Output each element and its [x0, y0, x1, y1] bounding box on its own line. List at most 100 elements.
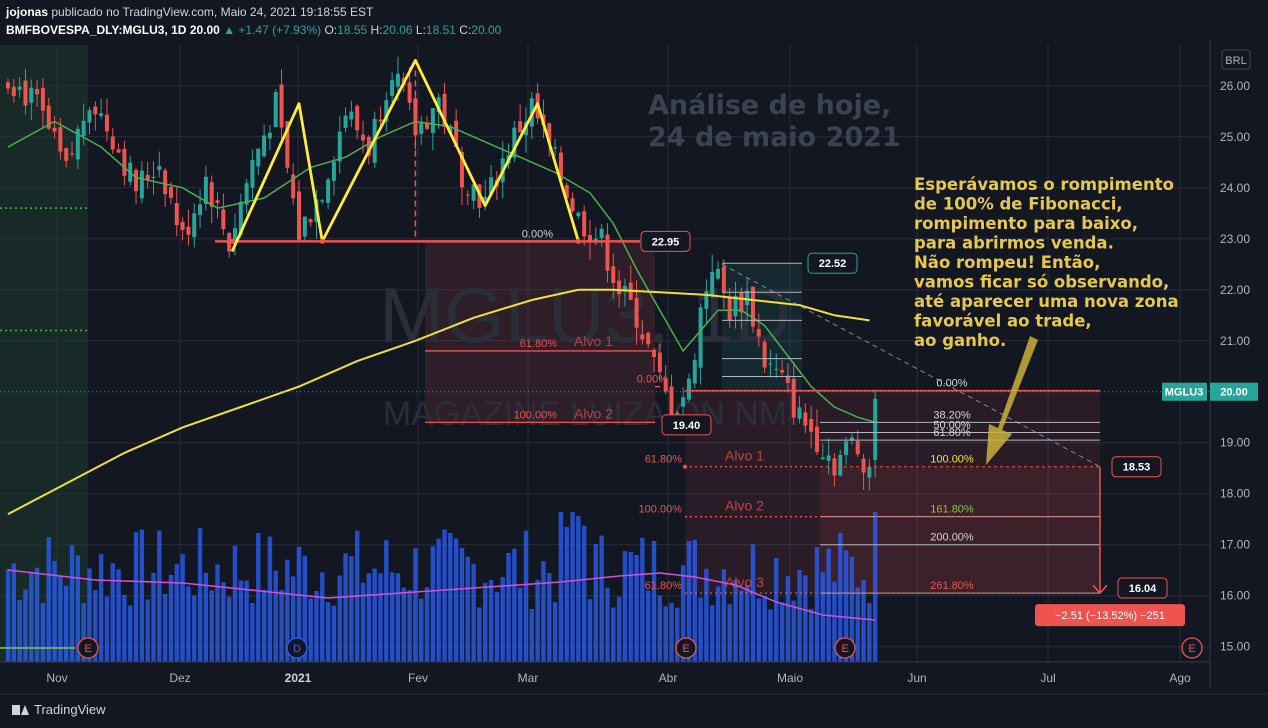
author-name[interactable]: jojonas	[6, 5, 49, 19]
x-tick-label: Fev	[408, 671, 428, 685]
candle-body	[657, 352, 662, 373]
y-tick-label: 26.00	[1220, 79, 1250, 93]
volume-bar	[180, 554, 185, 662]
candle-body	[774, 368, 779, 370]
y-tick-label: 16.00	[1220, 589, 1250, 603]
volume-bar	[657, 595, 663, 662]
high-value: 20.06	[382, 23, 413, 37]
candle-body	[838, 454, 843, 476]
volume-bar	[523, 530, 529, 662]
volume-bar	[483, 582, 488, 662]
candle-body	[634, 297, 639, 328]
volume-bar	[168, 574, 174, 662]
volume-bar	[832, 581, 837, 662]
volume-bar	[139, 529, 145, 662]
volume-bar	[733, 580, 738, 662]
volume-bar	[209, 590, 214, 662]
volume-bar	[285, 559, 290, 662]
candle-body	[617, 280, 622, 295]
rally-high-badge: 22.52	[819, 258, 847, 270]
volume-bar	[675, 607, 680, 662]
candle-body	[640, 334, 645, 340]
volume-bar	[651, 540, 657, 662]
volume-bar	[785, 576, 791, 662]
candle-body	[780, 370, 785, 373]
measure-label: −2.51 (−13.52%) −251	[1055, 610, 1165, 622]
fib2-level-label: 200.00%	[930, 532, 974, 544]
rally-high-badge-box	[807, 252, 858, 274]
volume-bar	[378, 573, 383, 662]
volume-bar	[797, 570, 802, 662]
volume-bar	[308, 598, 313, 662]
volume-bar	[663, 606, 668, 662]
candle-body	[739, 292, 744, 313]
candle-body	[588, 234, 592, 243]
fib2-target-pct: 100.00%	[639, 504, 683, 516]
candle-body	[186, 226, 191, 235]
neck-point	[575, 238, 581, 244]
candle-body	[343, 115, 348, 128]
volume-bar	[704, 568, 709, 662]
volume-bar	[779, 602, 785, 662]
candle-body	[826, 455, 831, 461]
candle-body	[646, 333, 651, 345]
candle-body	[104, 114, 109, 132]
candle-body	[6, 82, 10, 89]
volume-bar	[506, 552, 511, 662]
volume-bar	[581, 525, 587, 662]
volume-bar	[290, 576, 296, 662]
candle-body	[378, 119, 383, 122]
candle-body	[716, 268, 721, 279]
candle-body	[867, 467, 872, 478]
volume-bar	[157, 530, 162, 662]
volume-bar	[587, 599, 593, 662]
candle-body	[81, 120, 86, 137]
candle-body	[384, 100, 389, 122]
target-price-badge: 16.04	[1129, 583, 1157, 595]
currency-label: BRL	[1225, 55, 1246, 67]
candle-body	[727, 296, 732, 321]
volume-bar	[267, 536, 273, 662]
zigzag-pattern	[230, 58, 580, 253]
volume-bar	[331, 605, 337, 662]
candle-body	[785, 375, 790, 384]
candle-body	[844, 441, 849, 456]
fib2-level-label: 61.80%	[933, 427, 971, 439]
volume-bar	[256, 533, 261, 662]
tradingview-footer[interactable]: TradingView	[12, 702, 106, 717]
measure-box	[1035, 604, 1185, 627]
candle-body	[413, 98, 418, 136]
volume-bar	[448, 533, 453, 662]
volume-bar	[558, 512, 564, 662]
candle-body	[465, 194, 470, 196]
comment-line: rompimento para baixo,	[914, 214, 1138, 233]
volume-bar	[459, 547, 465, 662]
volume-bar	[11, 563, 17, 662]
y-tick-label: 24.00	[1220, 181, 1250, 195]
y-tick-label: 19.00	[1220, 436, 1250, 450]
candle-body	[145, 174, 150, 180]
volume-bar	[512, 548, 517, 662]
neckline-price-badge-box	[640, 230, 691, 252]
volume-bar	[791, 600, 796, 662]
volume-bar	[803, 575, 808, 662]
volume-bar	[372, 568, 377, 662]
watermark-name: MAGAZINE LUIZA ON NM	[383, 395, 787, 433]
last-symbol-label: MGLU3	[1165, 387, 1204, 399]
candle-body	[512, 127, 517, 158]
last-symbol-box	[1162, 382, 1207, 401]
candle-body	[576, 212, 581, 217]
volume-bar	[314, 591, 319, 662]
symbol-name[interactable]: BMFBOVESPA_DLY:MGLU3, 1D	[6, 23, 187, 37]
candle-body	[489, 177, 494, 195]
neck-point	[319, 238, 325, 244]
candle-body	[250, 160, 255, 188]
candle-body	[238, 201, 243, 236]
fib2-target-label: Alvo 2	[725, 498, 764, 514]
volume-bar	[226, 596, 232, 662]
volume-bar	[453, 538, 459, 662]
volume-bar	[337, 575, 342, 662]
y-tick-label: 21.00	[1220, 334, 1250, 348]
candle-body	[168, 186, 173, 198]
